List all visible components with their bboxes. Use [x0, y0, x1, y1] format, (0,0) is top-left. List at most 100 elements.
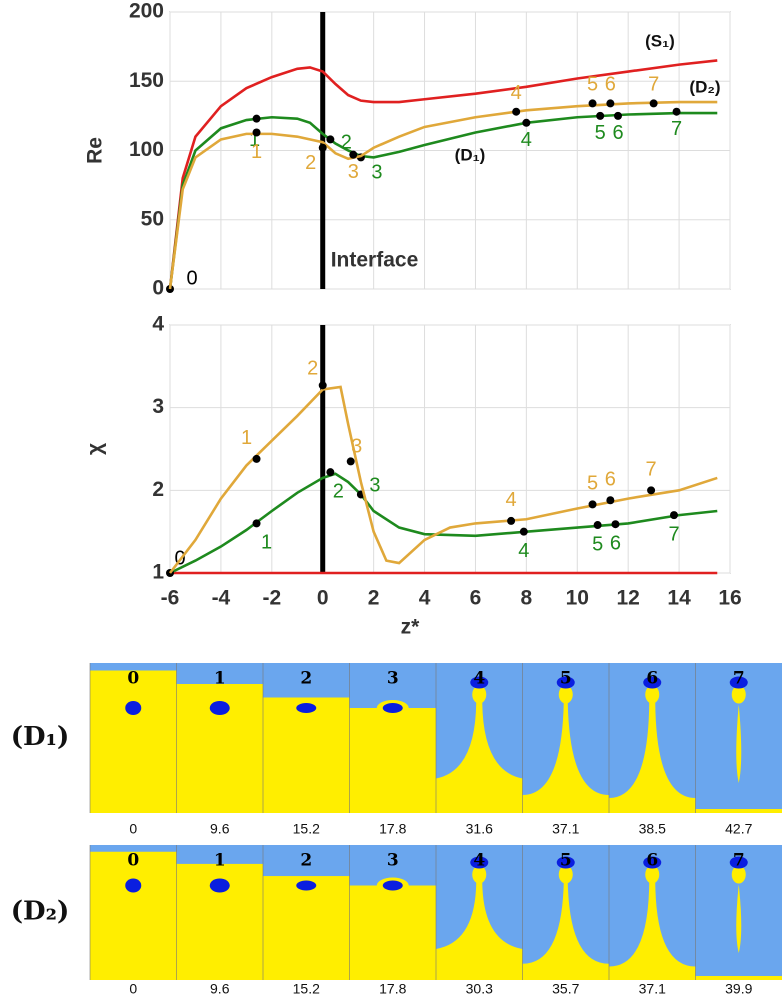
data-point: [672, 107, 681, 116]
data-point: [522, 118, 531, 127]
point-label: 1: [249, 129, 260, 151]
point-label: 6: [612, 122, 623, 144]
legend-label: (S₁): [645, 31, 675, 50]
data-point: [606, 99, 615, 108]
data-point: [611, 520, 620, 529]
point-label: 6: [605, 469, 616, 491]
point-label: 5: [587, 74, 598, 96]
x-axis-label: z*: [401, 616, 421, 639]
data-point: [252, 128, 261, 137]
frame-label: 4: [473, 669, 485, 689]
data-point: [593, 521, 602, 530]
x-tick-label: -2: [262, 587, 281, 610]
frame-time: 0: [129, 981, 137, 997]
x-tick-label: 16: [718, 587, 741, 610]
frame-label: 6: [646, 851, 658, 871]
frame-label: 1: [214, 669, 226, 689]
y-tick-label: 0: [152, 277, 164, 300]
point-label: 2: [307, 358, 318, 380]
data-point: [519, 527, 528, 536]
data-point: [252, 114, 261, 123]
frame-time: 17.8: [379, 821, 406, 837]
frame-time: 15.2: [293, 821, 320, 837]
frame-label: 5: [560, 851, 572, 871]
frame-label: 7: [733, 669, 745, 689]
drop: [209, 878, 230, 893]
point-label: 2: [341, 132, 352, 154]
data-point: [326, 135, 335, 144]
drop: [729, 856, 748, 869]
frame-time: 9.6: [210, 981, 230, 997]
fluid: [695, 976, 782, 980]
point-label: 0: [186, 267, 197, 289]
data-line: [168, 111, 718, 290]
y-axis-label: χ: [84, 443, 107, 455]
drop: [296, 703, 317, 713]
drop-neck: [645, 685, 660, 704]
x-tick-label: 8: [521, 587, 533, 610]
x-tick-label: -6: [161, 587, 180, 610]
frame-time: 35.7: [552, 981, 579, 997]
y-tick-label: 4: [152, 313, 164, 336]
frame-time: 0: [129, 821, 137, 837]
data-point: [318, 381, 327, 390]
point-label: 7: [671, 118, 682, 140]
frame-time: 42.7: [725, 821, 752, 837]
drop: [125, 701, 142, 715]
legend-label: (D₁): [455, 145, 486, 164]
data-point: [252, 519, 261, 528]
data-point: [670, 511, 678, 520]
data-point: [349, 150, 358, 159]
data-point: [326, 468, 335, 477]
drop: [643, 676, 662, 689]
drop: [643, 856, 662, 869]
frame-label: 2: [300, 851, 312, 871]
fluid: [695, 809, 782, 813]
point-label: 5: [587, 473, 598, 495]
frame-label: 0: [127, 669, 139, 689]
data-point: [649, 99, 658, 108]
fluid: [609, 702, 696, 813]
drop-neck: [558, 685, 573, 704]
fluid: [349, 708, 436, 813]
point-label: 1: [241, 427, 252, 449]
frame-time: 39.9: [725, 981, 752, 997]
point-label: 5: [595, 122, 606, 144]
drop: [382, 703, 403, 713]
frame-time: 38.5: [639, 821, 666, 837]
x-tick-label: 12: [617, 587, 640, 610]
y-tick-label: 200: [129, 0, 164, 23]
point-label: 6: [605, 74, 616, 96]
frame-label: 6: [646, 669, 658, 689]
frame-label: 3: [387, 669, 399, 689]
point-label: 4: [506, 489, 517, 511]
fluid: [436, 702, 523, 813]
x-tick-label: 14: [667, 587, 691, 610]
y-tick-label: 2: [152, 478, 164, 501]
drop-neck: [472, 865, 487, 884]
x-tick-label: 10: [566, 587, 589, 610]
data-point: [614, 111, 622, 120]
frame-time: 37.1: [552, 821, 579, 837]
y-tick-label: 100: [129, 138, 164, 161]
drop-neck: [645, 865, 660, 884]
point-label: 1: [261, 532, 272, 554]
filament: [736, 704, 742, 783]
x-tick-label: 2: [368, 587, 380, 610]
drop-neck: [731, 865, 746, 884]
data-line: [168, 59, 718, 290]
drop: [125, 878, 142, 893]
point-label: 7: [646, 459, 657, 481]
data-point: [588, 99, 597, 108]
point-label: 3: [348, 161, 359, 183]
data-point: [596, 111, 605, 120]
fluid: [609, 882, 696, 980]
filament: [736, 884, 742, 953]
fluid: [263, 876, 350, 980]
point-label: 2: [333, 480, 344, 502]
fluid: [436, 882, 523, 980]
fluid: [522, 882, 609, 980]
row-label: (D₂): [11, 897, 70, 927]
drop: [729, 676, 748, 689]
legend-label: (D₂): [689, 77, 720, 96]
